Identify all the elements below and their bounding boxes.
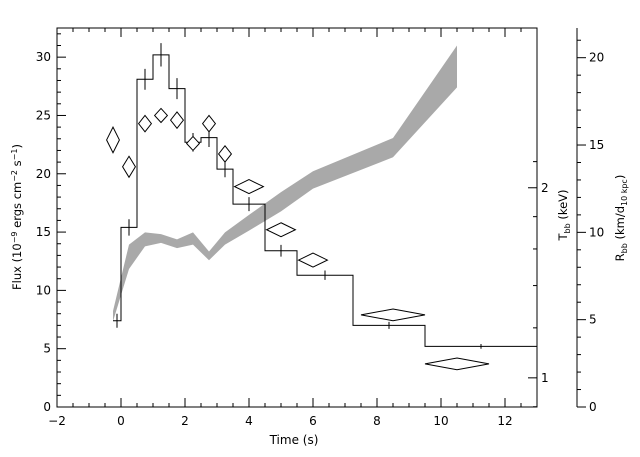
x-tick-label: 12 [497,414,512,428]
flux-label-part: ergs cm [10,182,24,232]
y-axis-label-flux: Flux (10−9 ergs cm−2 s−1) [10,144,24,290]
flux-label-part: s [10,160,24,170]
temperature-diamonds-layer [106,107,490,371]
temperature-diamond [233,179,265,195]
rbb-label-part: ) [613,175,627,180]
radius-band [113,45,457,322]
rbb-label-sub: bb [620,243,629,253]
flux-label-part: Flux (10 [10,243,24,290]
x-axis-label: Time (s) [269,433,319,447]
y-axis-label-temperature: Tbb (keV) [556,189,572,241]
temperature-diamond [153,107,169,124]
tbb-label-sub: bb [563,223,572,233]
temperature-diamond [217,144,233,163]
flux-tick-label: 25 [36,108,51,122]
y-axis-label-radius: Rbb (km/d10 kpc) [613,175,629,262]
x-tick-label: −2 [48,414,66,428]
radius-tick-label: 0 [589,400,597,414]
plot-frame [56,27,538,408]
flux-tick-label: 5 [43,342,51,356]
radius-tick-label: 20 [589,51,604,65]
flux-label-exp: −1 [10,149,19,161]
rbb-label-sub: 10 kpc [620,179,629,206]
rbb-label-part: (km/d [613,206,627,243]
tbb-label-part: T [556,233,570,242]
radius-tick-label: 5 [589,313,597,327]
flux-tick-label: 20 [36,167,51,181]
radius-band-layer [113,45,457,322]
radius-tick-label: 15 [589,138,604,152]
flux-label-part: ) [10,144,24,149]
x-tick-label: 4 [245,414,253,428]
temperature-tick-label: 1 [541,371,549,385]
temperature-diamond [201,114,217,133]
x-tick-label: 10 [433,414,448,428]
flux-histogram-layer [113,43,537,349]
x-tick-label: 6 [309,414,317,428]
temperature-diamond [185,135,201,152]
temperature-diamond [265,222,297,238]
flux-tick-label: 15 [36,225,51,239]
flux-tick-label: 30 [36,50,51,64]
rbb-label-part: R [613,253,627,261]
flux-label-exp: −2 [10,170,19,182]
temperature-diamond [297,252,329,268]
tbb-label-part: (keV) [556,189,570,223]
temperature-diamond [360,308,426,322]
temperature-diamond [122,155,136,179]
x-tick-label: 0 [117,414,125,428]
temperature-tick-label: 2 [541,181,549,195]
x-tick-label: 2 [181,414,189,428]
temperature-diamond [137,114,153,133]
flux-tick-label: 10 [36,283,51,297]
flux-tick-label: 0 [43,400,51,414]
x-tick-label: 8 [373,414,381,428]
flux-label-exp: −9 [10,232,19,244]
temperature-diamond [424,357,490,371]
temperature-diamond [169,111,185,130]
radius-tick-label: 10 [589,225,604,239]
temperature-diamond [106,126,120,154]
